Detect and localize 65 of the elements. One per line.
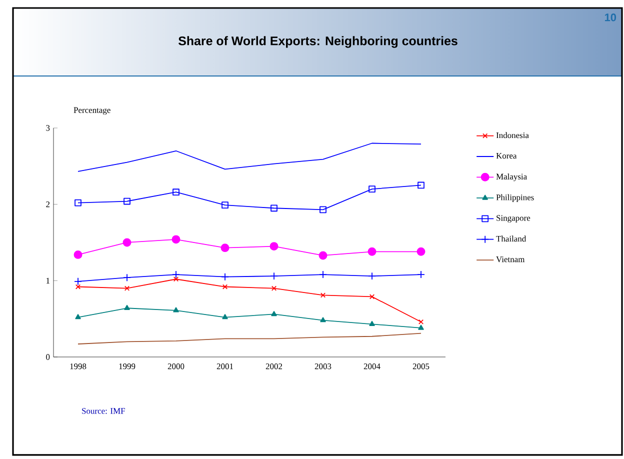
point (172, 235, 180, 244)
x-tick-label: 2002 (266, 364, 282, 370)
point (122, 238, 132, 247)
point (368, 272, 376, 280)
point (369, 320, 375, 326)
point (173, 307, 179, 312)
legend-label: Malaysia (496, 173, 527, 182)
legend-label: Vietnam (496, 256, 525, 262)
point (416, 247, 426, 256)
legend-label: Indonesia (496, 132, 529, 138)
point (320, 206, 326, 214)
x-tick-label: 2001 (216, 364, 233, 370)
point (123, 274, 131, 282)
point (368, 247, 376, 256)
legend-label: Thailand (496, 236, 526, 242)
point (74, 277, 82, 286)
point (75, 284, 81, 290)
point (172, 188, 180, 196)
line-series (78, 332, 422, 344)
point (124, 304, 130, 310)
point (222, 202, 228, 209)
y-tick-label: 1 (46, 278, 50, 284)
y-axis-title: Percentage (74, 107, 110, 115)
legend-label: Philippines (496, 194, 534, 202)
chart-title: Share of World Exports: Neighboring countries (178, 36, 458, 48)
text: 10 (604, 14, 616, 22)
legend-label: Korea (496, 152, 517, 159)
point (124, 198, 130, 205)
x-tick-label: 1999 (119, 363, 136, 370)
point (368, 186, 376, 192)
point (270, 204, 278, 212)
point (318, 251, 328, 260)
point (74, 199, 82, 206)
point (270, 272, 278, 280)
y-tick-label: 0 (46, 354, 50, 360)
point (270, 242, 278, 251)
point (74, 250, 82, 259)
point (124, 286, 130, 291)
point (418, 182, 424, 189)
x-tick-label: 2004 (364, 364, 380, 370)
point (172, 270, 180, 278)
source-note: Source: IMF (82, 408, 125, 414)
point (222, 284, 228, 290)
x-tick-label: 2005 (412, 364, 430, 370)
point (220, 244, 230, 252)
point (319, 270, 327, 278)
point (271, 311, 277, 316)
point (320, 292, 326, 298)
point (417, 270, 425, 278)
legend-label: Singapore (496, 215, 530, 223)
point (369, 294, 375, 300)
point (173, 276, 179, 282)
line-series (78, 142, 422, 172)
x-tick-label: 2003 (314, 364, 332, 370)
point (418, 324, 424, 330)
y-tick-label: 3 (46, 125, 50, 131)
point (221, 272, 229, 281)
y-tick-label: 2 (46, 202, 50, 208)
point (418, 319, 424, 324)
point (320, 317, 326, 322)
x-tick-label: 1998 (70, 364, 86, 370)
point (222, 314, 228, 320)
point (271, 286, 277, 291)
x-tick-label: 2000 (168, 364, 184, 370)
point (75, 314, 81, 320)
